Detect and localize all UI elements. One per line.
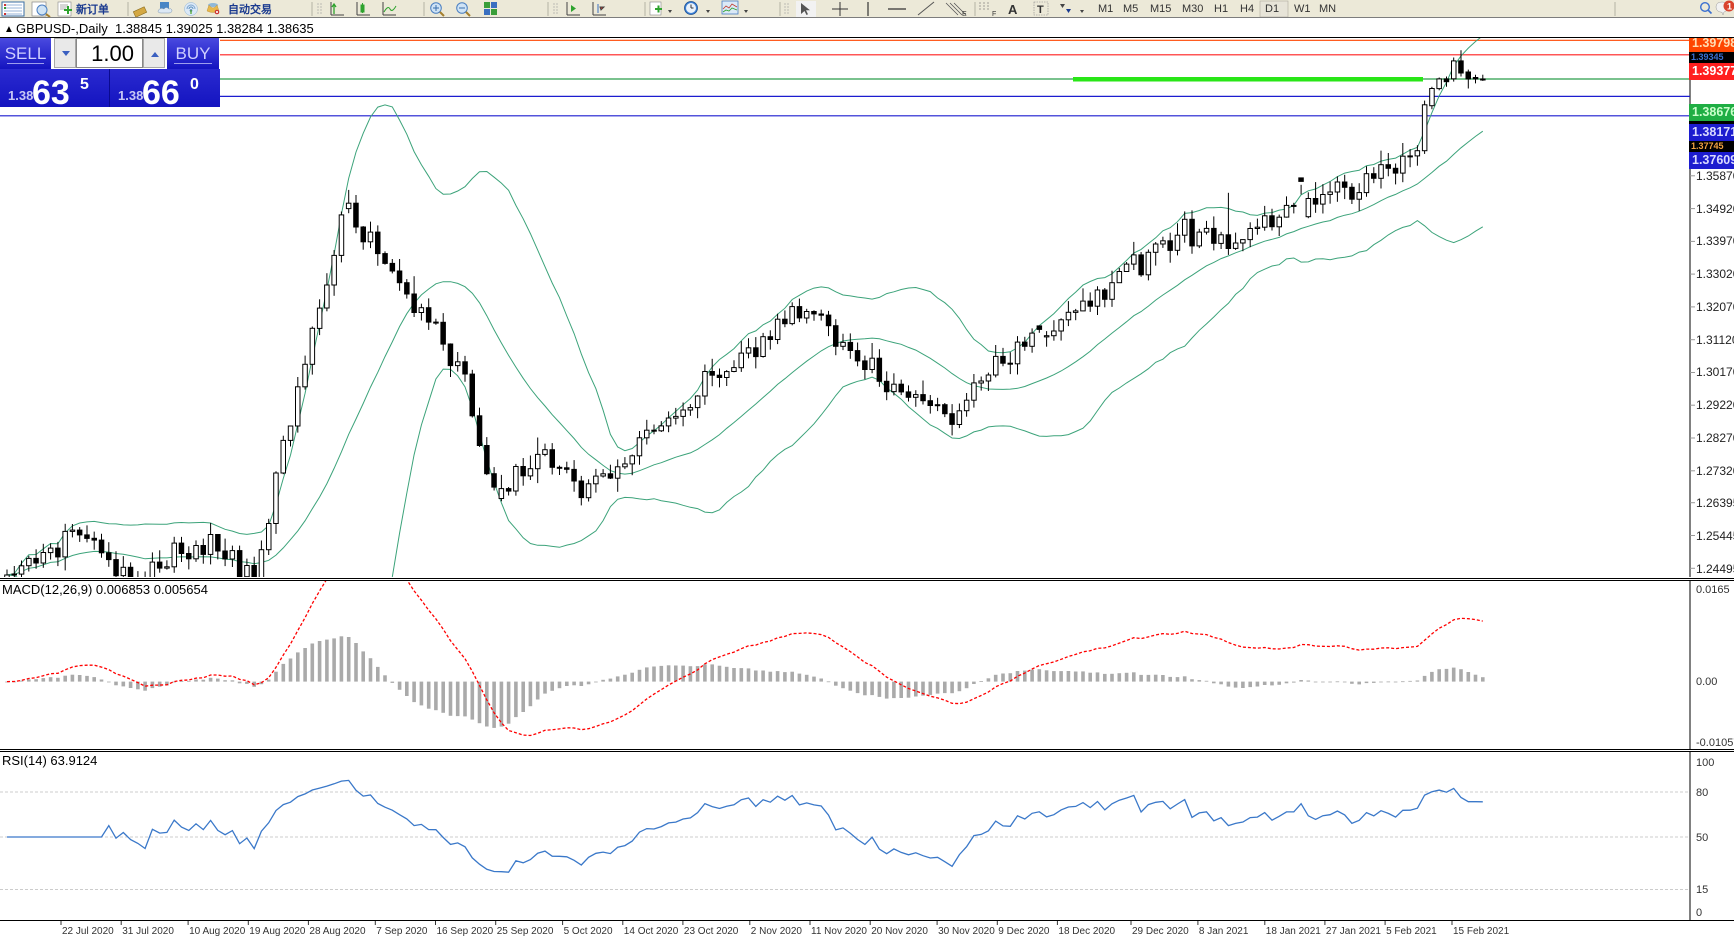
svg-text:H4: H4 (1240, 3, 1254, 15)
svg-text:T: T (1037, 4, 1044, 16)
svg-text:0.0165: 0.0165 (1696, 584, 1730, 596)
svg-text:29 Dec 2020: 29 Dec 2020 (1132, 926, 1189, 937)
svg-text:9 Dec 2020: 9 Dec 2020 (998, 926, 1050, 937)
svg-text:E: E (962, 11, 967, 18)
svg-text:0: 0 (1696, 907, 1702, 919)
svg-text:-0.010571: -0.010571 (1696, 737, 1734, 749)
svg-text:100: 100 (1696, 757, 1714, 769)
svg-text:19 Aug 2020: 19 Aug 2020 (249, 926, 306, 937)
svg-text:25 Sep 2020: 25 Sep 2020 (497, 926, 554, 937)
svg-text:新订单: 新订单 (76, 2, 109, 16)
svg-text:F: F (992, 11, 996, 18)
svg-text:14 Oct 2020: 14 Oct 2020 (624, 926, 679, 937)
svg-text:23 Oct 2020: 23 Oct 2020 (684, 926, 739, 937)
svg-text:M30: M30 (1182, 3, 1203, 15)
svg-text:28 Aug 2020: 28 Aug 2020 (309, 926, 366, 937)
svg-text:0.00: 0.00 (1696, 676, 1717, 688)
svg-text:5 Oct 2020: 5 Oct 2020 (564, 926, 613, 937)
svg-text:A: A (1008, 2, 1018, 17)
svg-text:11 Nov 2020: 11 Nov 2020 (811, 926, 867, 937)
svg-text:80: 80 (1696, 787, 1708, 799)
svg-text:MN: MN (1319, 3, 1336, 15)
svg-text:M5: M5 (1123, 3, 1138, 15)
svg-text:10 Aug 2020: 10 Aug 2020 (189, 926, 246, 937)
svg-text:H1: H1 (1214, 3, 1228, 15)
svg-text:7 Sep 2020: 7 Sep 2020 (376, 926, 428, 937)
svg-text:16 Sep 2020: 16 Sep 2020 (437, 926, 494, 937)
svg-text:15 Feb 2021: 15 Feb 2021 (1453, 926, 1510, 937)
svg-text:D1: D1 (1265, 3, 1279, 15)
svg-text:自动交易: 自动交易 (228, 2, 272, 16)
svg-text:20 Nov 2020: 20 Nov 2020 (871, 926, 928, 937)
svg-text:15: 15 (1696, 884, 1708, 896)
svg-text:27 Jan 2021: 27 Jan 2021 (1326, 926, 1381, 937)
svg-text:W1: W1 (1294, 3, 1311, 15)
svg-text:18 Jan 2021: 18 Jan 2021 (1266, 926, 1321, 937)
svg-text:30 Nov 2020: 30 Nov 2020 (938, 926, 995, 937)
svg-text:M15: M15 (1150, 3, 1171, 15)
svg-text:5 Feb 2021: 5 Feb 2021 (1386, 926, 1437, 937)
svg-text:18 Dec 2020: 18 Dec 2020 (1058, 926, 1115, 937)
svg-text:8 Jan 2021: 8 Jan 2021 (1199, 926, 1249, 937)
svg-text:M1: M1 (1098, 3, 1113, 15)
svg-text:2 Nov 2020: 2 Nov 2020 (751, 926, 803, 937)
svg-text:1: 1 (1727, 2, 1732, 12)
svg-text:22 Jul 2020: 22 Jul 2020 (62, 926, 114, 937)
svg-text:31 Jul 2020: 31 Jul 2020 (122, 926, 174, 937)
svg-text:50: 50 (1696, 832, 1708, 844)
